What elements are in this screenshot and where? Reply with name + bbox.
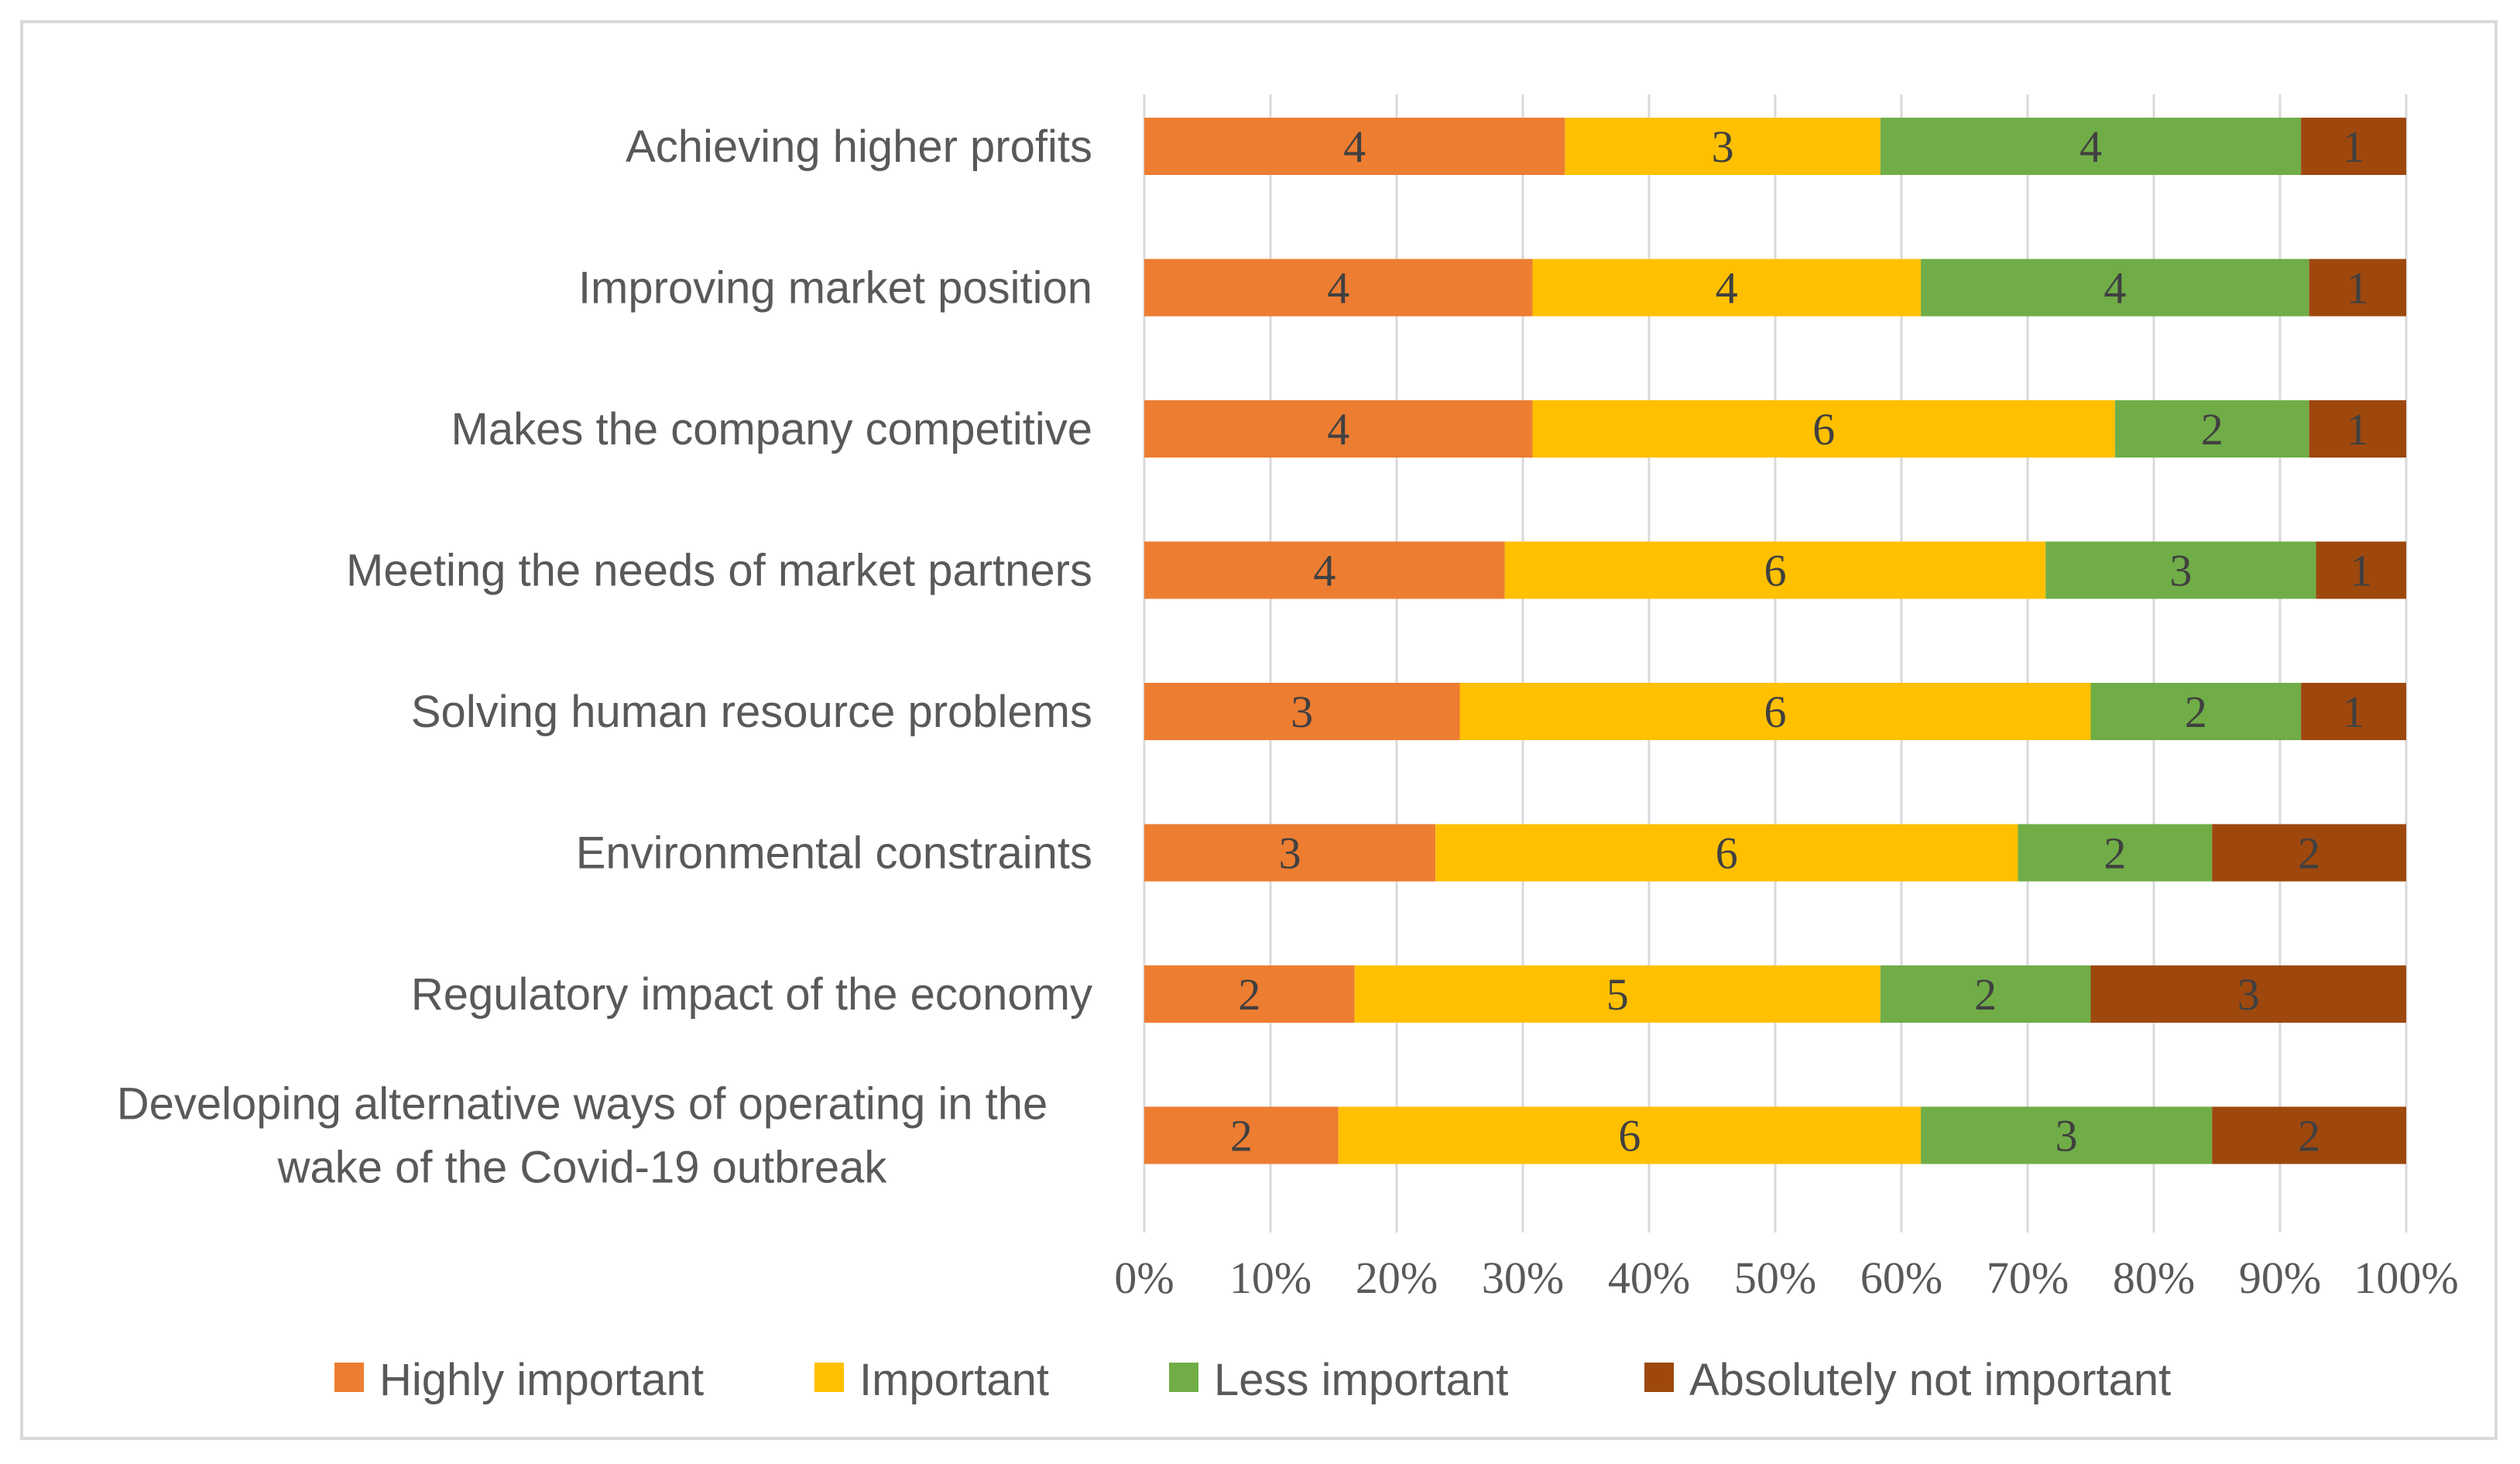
- data-label: 2: [1230, 1111, 1253, 1161]
- data-label: 1: [2343, 122, 2365, 172]
- category-label-line: Developing alternative ways of operating…: [117, 1079, 1048, 1130]
- x-axis-ticks: 0% 10% 20% 30% 40% 50% 60% 70% 80% 90% 100%: [1114, 1253, 2458, 1303]
- data-label: 4: [1343, 122, 1366, 172]
- data-label: 3: [1712, 122, 1734, 172]
- x-tick-label: 0%: [1114, 1253, 1174, 1303]
- bar-less-important-8: [1921, 1106, 2213, 1164]
- bar-highly-important-3: [1144, 400, 1533, 458]
- data-label: 4: [1327, 263, 1349, 314]
- data-label: 3: [2237, 969, 2260, 1020]
- data-label: 3: [1279, 828, 1301, 879]
- bar-absolutely-not-important-7: [2090, 965, 2406, 1023]
- data-label: 3: [2169, 546, 2192, 596]
- category-label: Environmental constraints: [576, 828, 1092, 879]
- category-label: Regulatory impact of the economy: [411, 969, 1092, 1020]
- data-label: 2: [2185, 687, 2207, 737]
- bar-less-important-2: [1921, 259, 2309, 317]
- bar-absolutely-not-important-3: [2309, 400, 2406, 458]
- chart-frame: 4 3 4 1 4 4 4 1 4 6 2 1 4 6 3 1 3 6 2 1 3 6 2 2 2 5 2 3 2 6 3 2 Achievi…: [20, 20, 2498, 1440]
- data-label: 2: [2103, 828, 2126, 879]
- bar-important-1: [1565, 118, 1881, 175]
- stacked-bar-chart: 4 3 4 1 4 4 4 1 4 6 2 1 4 6 3 1 3 6 2 1 3 6 2 2 2 5 2 3 2 6 3 2 Achievi…: [117, 94, 2459, 1405]
- bar-important-5: [1459, 683, 2091, 740]
- bar-important-4: [1504, 541, 2046, 599]
- bar-less-important-3: [2114, 400, 2309, 458]
- data-label: 1: [2343, 687, 2365, 737]
- legend-swatch-highly-important: [334, 1363, 364, 1392]
- data-label: 5: [1606, 969, 1629, 1020]
- legend-swatch-less-important: [1169, 1363, 1198, 1392]
- legend: Highly important Important Less important A…: [334, 1355, 2171, 1405]
- bar-less-important-6: [2018, 824, 2213, 882]
- bar-highly-important-2: [1144, 259, 1533, 317]
- x-tick-label: 70%: [1987, 1253, 2069, 1303]
- data-label: 4: [2103, 263, 2126, 314]
- data-label: 2: [2201, 404, 2223, 454]
- bar-absolutely-not-important-5: [2301, 683, 2406, 740]
- category-label-line: wake of the Covid-19 outbreak: [277, 1143, 888, 1193]
- bar-less-important-4: [2045, 541, 2316, 599]
- data-labels: 4 3 4 1 4 4 4 1 4 6 2 1 4 6 3 1 3 6 2 1 3 6 2 2 2 5 2 3 2 6 3 2: [1230, 122, 2372, 1161]
- x-tick-label: 20%: [1356, 1253, 1438, 1303]
- x-tick-label: 100%: [2354, 1253, 2458, 1303]
- legend-swatch-absolutely-not-important: [1644, 1363, 1674, 1392]
- legend-label: Absolutely not important: [1689, 1355, 2171, 1405]
- bar-important-2: [1532, 259, 1922, 317]
- legend-swatch-important: [814, 1363, 844, 1392]
- x-tick-label: 60%: [1860, 1253, 1942, 1303]
- data-label: 4: [1716, 263, 1738, 314]
- bar-less-important-5: [2090, 683, 2302, 740]
- bar-highly-important-8: [1144, 1106, 1339, 1164]
- bar-segments: [1144, 118, 2406, 1164]
- category-label: Achieving higher profits: [626, 122, 1092, 172]
- data-label: 2: [1974, 969, 1997, 1020]
- x-tick-label: 80%: [2113, 1253, 2195, 1303]
- data-label: 6: [1716, 828, 1738, 879]
- bar-important-8: [1338, 1106, 1922, 1164]
- category-label: Makes the company competitive: [451, 404, 1092, 454]
- x-tick-label: 90%: [2239, 1253, 2321, 1303]
- data-label: 4: [2079, 122, 2102, 172]
- data-label: 2: [2298, 1111, 2320, 1161]
- x-tick-label: 40%: [1608, 1253, 1690, 1303]
- data-label: 4: [1327, 404, 1349, 454]
- data-label: 2: [1238, 969, 1260, 1020]
- bar-less-important-7: [1880, 965, 2091, 1023]
- data-label: 6: [1618, 1111, 1641, 1161]
- data-label: 2: [2298, 828, 2320, 879]
- bar-highly-important-7: [1144, 965, 1355, 1023]
- category-labels: Achieving higher profits Improving market…: [117, 122, 1092, 1193]
- bar-absolutely-not-important-6: [2212, 824, 2406, 882]
- category-label: Solving human resource problems: [411, 687, 1092, 737]
- data-label: 1: [2350, 546, 2372, 596]
- data-label: 3: [1291, 687, 1313, 737]
- data-label: 1: [2347, 263, 2369, 314]
- bar-absolutely-not-important-4: [2316, 541, 2406, 599]
- bar-highly-important-1: [1144, 118, 1565, 175]
- data-label: 6: [1764, 687, 1787, 737]
- data-label: 3: [2055, 1111, 2078, 1161]
- bar-absolutely-not-important-8: [2212, 1106, 2406, 1164]
- category-label: Meeting the needs of market partners: [346, 546, 1092, 596]
- x-tick-label: 10%: [1229, 1253, 1311, 1303]
- bar-highly-important-4: [1144, 541, 1505, 599]
- bar-important-7: [1354, 965, 1881, 1023]
- x-tick-label: 30%: [1482, 1253, 1564, 1303]
- bar-important-6: [1435, 824, 2018, 882]
- data-label: 1: [2347, 404, 2369, 454]
- x-tick-label: 50%: [1734, 1253, 1816, 1303]
- legend-label: Important: [859, 1355, 1049, 1405]
- data-label: 4: [1313, 546, 1335, 596]
- legend-label: Less important: [1214, 1355, 1508, 1405]
- bar-absolutely-not-important-2: [2309, 259, 2406, 317]
- legend-label: Highly important: [379, 1355, 704, 1405]
- bar-less-important-1: [1880, 118, 2302, 175]
- bar-important-3: [1532, 400, 2115, 458]
- bar-highly-important-5: [1144, 683, 1460, 740]
- bar-absolutely-not-important-1: [2301, 118, 2406, 175]
- category-label: Improving market position: [578, 263, 1092, 314]
- data-label: 6: [1764, 546, 1787, 596]
- bar-highly-important-6: [1144, 824, 1436, 882]
- data-label: 6: [1812, 404, 1835, 454]
